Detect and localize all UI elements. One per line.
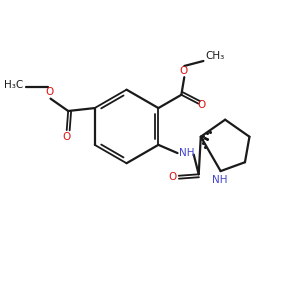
Text: CH₃: CH₃ — [205, 51, 224, 61]
Text: O: O — [179, 66, 187, 76]
Text: NH: NH — [212, 175, 228, 185]
Text: O: O — [62, 132, 70, 142]
Text: NH: NH — [178, 148, 194, 158]
Text: H₃C: H₃C — [4, 80, 24, 89]
Text: O: O — [45, 87, 53, 97]
Text: O: O — [198, 100, 206, 110]
Text: O: O — [168, 172, 176, 182]
